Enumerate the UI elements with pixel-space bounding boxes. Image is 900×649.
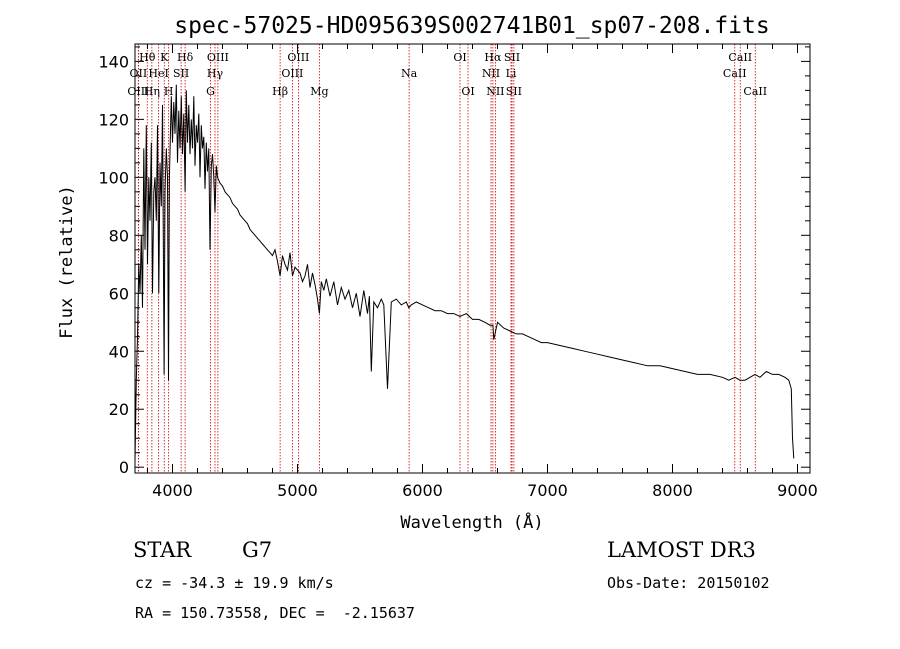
spectrum-series-line	[134, 84, 795, 462]
spectrum-plot: spec-57025-HD095639S002741B01_sp07-208.f…	[57, 13, 818, 533]
line-label-8: Hδ	[177, 51, 194, 64]
x-tick-label-3: 7000	[527, 481, 568, 500]
line-label-20: SII	[504, 51, 520, 64]
x-axis-label: Wavelength (Å)	[400, 511, 543, 533]
spectral-line-markers	[137, 44, 756, 473]
plot-frame	[134, 43, 811, 474]
y-tick-label-7: 140	[98, 52, 129, 71]
x-tick-label-4: 8000	[652, 481, 693, 500]
observation-date: Obs-Date: 20150102	[607, 574, 770, 592]
object-class: STAR	[133, 538, 192, 562]
y-tick-label-3: 60	[109, 284, 129, 303]
axis-ticks: 4000 5000 6000 7000 8000 9000 0 20 40 60 80 100 120 1…	[98, 44, 818, 500]
line-label-27: CaII	[743, 85, 767, 98]
y-tick-label-0: 0	[119, 458, 129, 477]
x-tick-label-5: 9000	[777, 481, 818, 500]
y-tick-label-4: 80	[109, 226, 129, 245]
line-label-7: H	[164, 85, 174, 98]
line-label-14: OIII	[281, 67, 303, 80]
chart-title: spec-57025-HD095639S002741B01_sp07-208.f…	[174, 13, 769, 39]
line-label-13: OIII	[287, 51, 309, 64]
y-tick-label-5: 100	[98, 168, 129, 187]
line-label-5: Hη	[144, 85, 160, 98]
spectral-line-labels: Hθ OII OIII K HeI Hη SII H Hδ OIII Hγ G Hβ OIII OIII Mg…	[127, 51, 767, 98]
y-axis-label: Flux (relative)	[57, 185, 77, 339]
object-subclass: G7	[242, 538, 273, 562]
line-label-10: Hγ	[207, 67, 224, 80]
redshift-cz: cz = -34.3 ± 19.9 km/s	[135, 574, 334, 592]
x-tick-label-2: 6000	[402, 481, 443, 500]
coordinates: RA = 150.73558, DEC = -2.15637	[135, 604, 415, 622]
line-label-9: OIII	[207, 51, 229, 64]
y-tick-label-6: 120	[98, 110, 129, 129]
y-tick-label-2: 40	[109, 342, 129, 361]
line-label-6: SII	[173, 67, 189, 80]
line-label-11: G	[206, 85, 215, 98]
line-label-15: Mg	[310, 85, 328, 98]
line-label-1: OII	[130, 67, 148, 80]
line-label-21: NII	[482, 67, 500, 80]
line-label-12: Hβ	[272, 85, 288, 98]
line-label-19: Hα	[484, 51, 502, 64]
line-label-26: CaII	[723, 67, 747, 80]
line-label-25: CaII	[728, 51, 752, 64]
survey-name: LAMOST DR3	[607, 538, 756, 562]
line-label-24: SII	[506, 85, 522, 98]
line-label-0: Hθ	[139, 51, 156, 64]
line-label-18: OI	[461, 85, 474, 98]
line-label-23: NII	[486, 85, 504, 98]
x-tick-label-1: 5000	[277, 481, 318, 500]
line-label-4: HeI	[148, 67, 168, 80]
line-label-16: Na	[401, 67, 418, 80]
line-label-3: K	[160, 51, 169, 64]
line-label-17: OI	[453, 51, 466, 64]
line-label-22: Li	[506, 67, 517, 80]
line-label-2: OIII	[127, 85, 149, 98]
x-tick-label-0: 4000	[152, 481, 193, 500]
y-tick-label-1: 20	[109, 400, 129, 419]
